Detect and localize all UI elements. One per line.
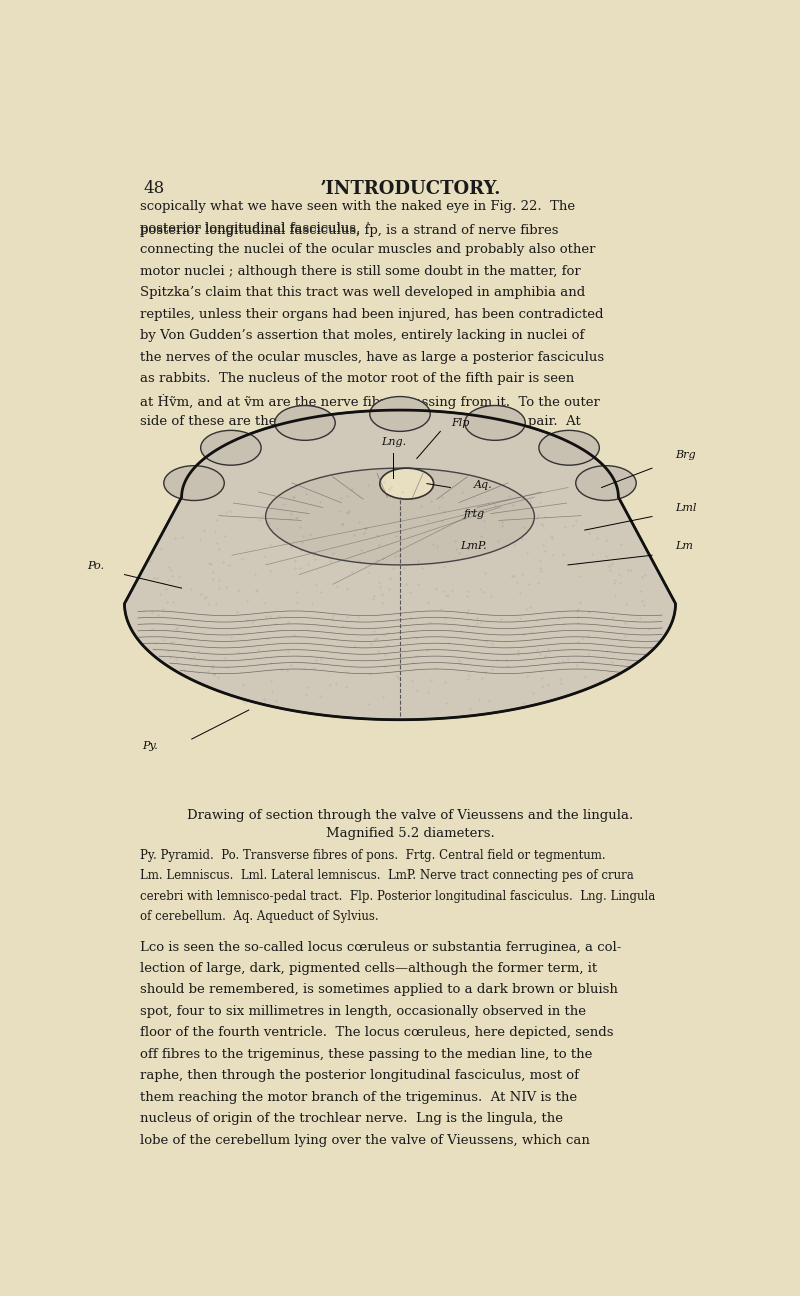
Text: Lco is seen the so-called locus cœruleus or substantia ferruginea, a col-: Lco is seen the so-called locus cœruleus… (140, 941, 622, 954)
Circle shape (164, 465, 224, 500)
Text: by Von Gudden’s assertion that moles, entirely lacking in nuclei of: by Von Gudden’s assertion that moles, en… (140, 329, 585, 342)
Text: Lml: Lml (675, 503, 697, 513)
Text: Py.: Py. (142, 741, 158, 750)
Text: scopically what we have seen with the naked eye in Fig. 22.  The: scopically what we have seen with the na… (140, 201, 575, 214)
Text: cerebri with lemnisco-pedal tract.  Flp. Posterior longitudinal fasciculus.  Lng: cerebri with lemnisco-pedal tract. Flp. … (140, 890, 655, 903)
Circle shape (465, 406, 526, 441)
Circle shape (576, 465, 636, 500)
Text: Drawing of section through the valve of Vieussens and the lingula.: Drawing of section through the valve of … (187, 809, 633, 822)
Text: 48: 48 (143, 180, 165, 197)
Circle shape (201, 430, 261, 465)
Text: nucleus of origin of the trochlear nerve.  Lng is the lingula, the: nucleus of origin of the trochlear nerve… (140, 1112, 563, 1125)
Text: posterior longitudinal fasciculus,: posterior longitudinal fasciculus, (140, 222, 365, 235)
Text: side of these are the fibres of the sensory root of the fifth pair.  At: side of these are the fibres of the sens… (140, 415, 581, 428)
Text: Aq.: Aq. (474, 480, 493, 490)
Circle shape (370, 397, 430, 432)
Circle shape (274, 406, 335, 441)
Text: at Ḣṽm, and at ṽm are the nerve fibres passing from it.  To the outer: at Ḣṽm, and at ṽm are the nerve fibres p… (140, 394, 600, 408)
Text: Fig. 31.: Fig. 31. (383, 442, 437, 455)
Polygon shape (125, 410, 675, 719)
Text: LmP.: LmP. (461, 542, 487, 551)
Text: Magnified 5.2 diameters.: Magnified 5.2 diameters. (326, 827, 494, 840)
Text: posterior longitudinal fasciculus, ḟp, is a strand of nerve fibres: posterior longitudinal fasciculus, ḟp, i… (140, 222, 558, 237)
Text: Lm. Lemniscus.  Lml. Lateral lemniscus.  LmP. Nerve tract connecting pes of crur: Lm. Lemniscus. Lml. Lateral lemniscus. L… (140, 870, 634, 883)
Text: should be remembered, is sometimes applied to a dark brown or bluish: should be remembered, is sometimes appli… (140, 984, 618, 997)
Text: reptiles, unless their organs had been injured, has been contradicted: reptiles, unless their organs had been i… (140, 307, 604, 320)
Text: motor nuclei ; although there is still some doubt in the matter, for: motor nuclei ; although there is still s… (140, 264, 581, 277)
Text: floor of the fourth ventricle.  The locus cœruleus, here depicted, sends: floor of the fourth ventricle. The locus… (140, 1026, 614, 1039)
Text: Lm: Lm (675, 542, 694, 551)
Text: lobe of the cerebellum lying over the valve of Vieussens, which can: lobe of the cerebellum lying over the va… (140, 1134, 590, 1147)
Text: the nerves of the ocular muscles, have as large a posterior fasciculus: the nerves of the ocular muscles, have a… (140, 351, 605, 364)
Text: raphe, then through the posterior longitudinal fasciculus, most of: raphe, then through the posterior longit… (140, 1069, 579, 1082)
Text: them reaching the motor branch of the trigeminus.  At NIV is the: them reaching the motor branch of the tr… (140, 1091, 578, 1104)
Circle shape (380, 468, 434, 499)
Text: lection of large, dark, pigmented cells—although the former term, it: lection of large, dark, pigmented cells—… (140, 962, 598, 975)
Text: Po.: Po. (87, 561, 104, 570)
Circle shape (539, 430, 599, 465)
Text: Lng.: Lng. (381, 437, 406, 447)
Text: frtg: frtg (463, 508, 485, 518)
Text: connecting the nuclei of the ocular muscles and probably also other: connecting the nuclei of the ocular musc… (140, 244, 596, 257)
Text: ʼINTRODUCTORY.: ʼINTRODUCTORY. (319, 180, 501, 198)
Text: off fibres to the trigeminus, these passing to the median line, to the: off fibres to the trigeminus, these pass… (140, 1048, 593, 1061)
Text: as rabbits.  The nucleus of the motor root of the fifth pair is seen: as rabbits. The nucleus of the motor roo… (140, 372, 574, 385)
Text: Spitzka’s claim that this tract was well developed in amphibia and: Spitzka’s claim that this tract was well… (140, 286, 586, 299)
Text: spot, four to six millimetres in length, occasionally observed in the: spot, four to six millimetres in length,… (140, 1004, 586, 1017)
Text: of cerebellum.  Aq. Aqueduct of Sylvius.: of cerebellum. Aq. Aqueduct of Sylvius. (140, 910, 379, 923)
Text: Brg: Brg (675, 451, 696, 460)
Text: Py. Pyramid.  Po. Transverse fibres of pons.  Frtg. Central field or tegmentum.: Py. Pyramid. Po. Transverse fibres of po… (140, 849, 606, 862)
Ellipse shape (266, 468, 534, 565)
Text: Flp: Flp (451, 417, 470, 428)
